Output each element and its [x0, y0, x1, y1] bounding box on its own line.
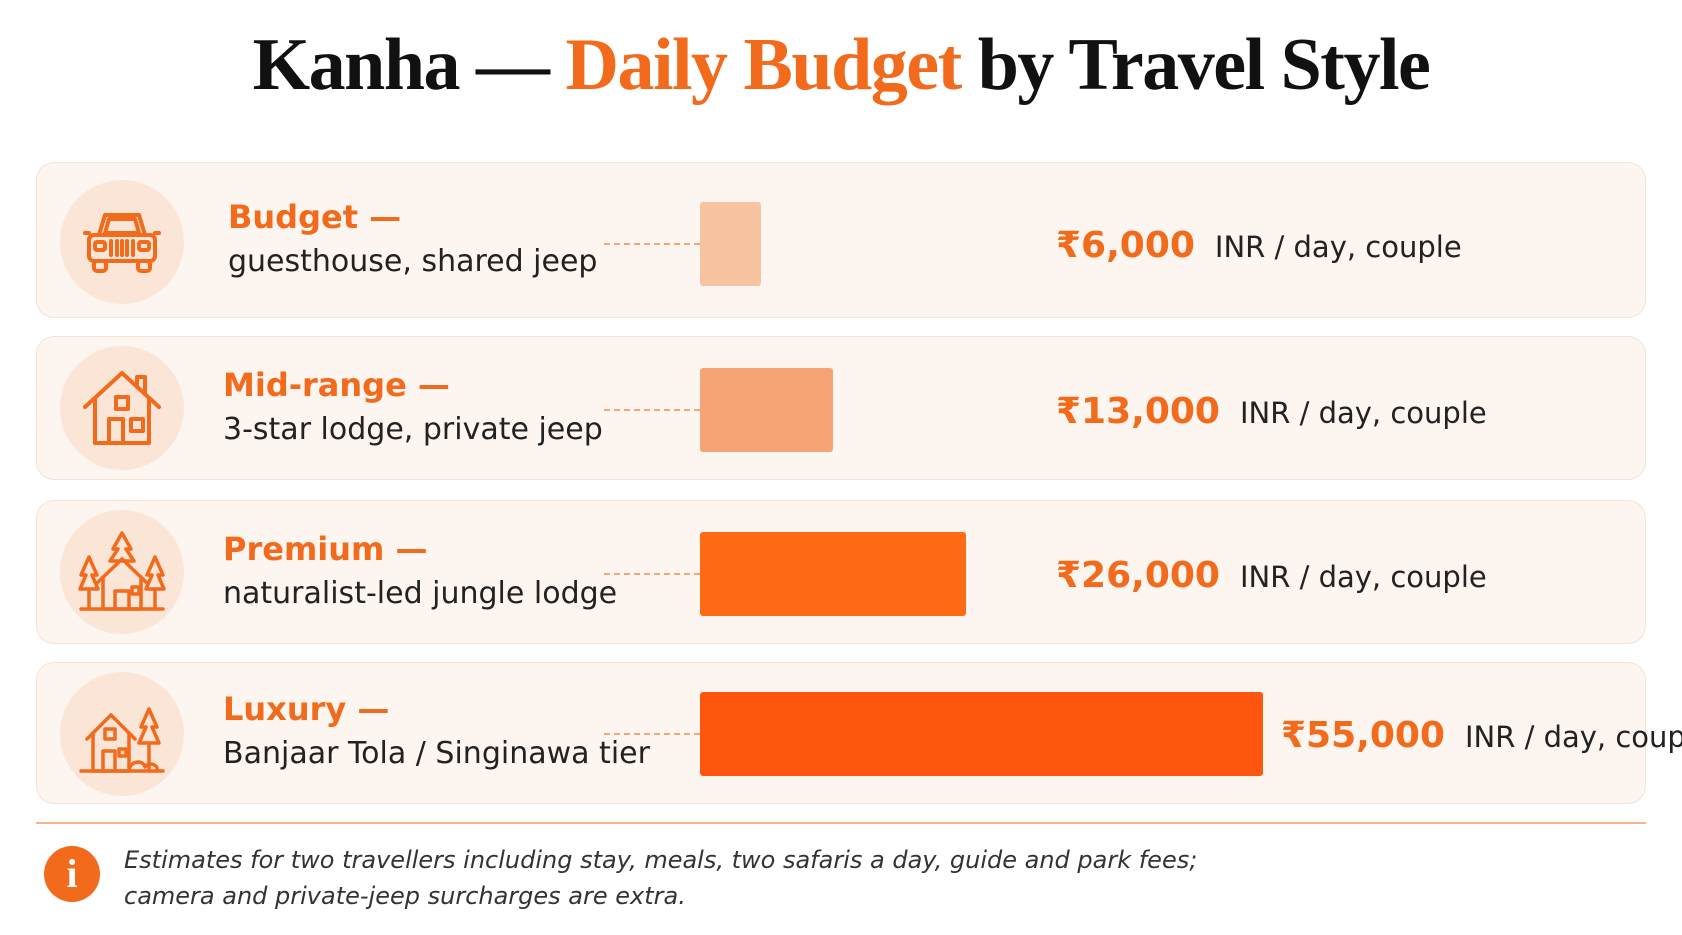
tier-name: Premium —	[223, 530, 428, 568]
footnote-line-1: Estimates for two travellers including s…	[124, 846, 1198, 874]
jeep-icon	[60, 180, 184, 304]
luxury-label: Luxury — Banjaar Tola / Singinawa tier	[223, 688, 650, 778]
unit-label: INR / day, couple	[1239, 396, 1487, 430]
title-suffix: by Travel Style	[960, 24, 1431, 106]
premium-bar	[700, 532, 966, 616]
leader-line	[604, 573, 700, 575]
budget-bar	[700, 202, 761, 286]
footnote-divider	[36, 822, 1646, 824]
value-label: ₹6,000	[1056, 225, 1195, 266]
budget-row	[36, 162, 1646, 318]
unit-label: INR / day, couple	[1464, 720, 1682, 754]
value-label: ₹13,000	[1056, 391, 1220, 432]
title-prefix: Kanha —	[252, 24, 566, 106]
premium-label: Premium — naturalist-led jungle lodge	[223, 528, 617, 618]
mid-range-row	[36, 336, 1646, 480]
page-title: Kanha — Daily Budget by Travel Style	[0, 20, 1682, 110]
tier-description: naturalist-led jungle lodge	[223, 576, 618, 611]
title-accent: Daily Budget	[565, 24, 963, 106]
luxury-value: ₹55,000 INR / day, couple	[1281, 714, 1682, 764]
luxury-lodge-icon	[60, 672, 184, 796]
leader-line	[604, 733, 700, 735]
info-icon: i	[44, 846, 100, 902]
luxury-bar	[700, 692, 1263, 776]
tier-name: Budget —	[228, 198, 402, 236]
footnote-line-2: camera and private-jeep surcharges are e…	[124, 882, 686, 910]
jungle-lodge-icon	[60, 510, 184, 634]
leader-line	[604, 243, 700, 245]
tier-name: Mid-range —	[223, 366, 450, 404]
value-label: ₹55,000	[1281, 715, 1445, 756]
leader-line	[604, 409, 700, 411]
budget-label: Budget — guesthouse, shared jeep	[228, 196, 597, 286]
tier-description: Banjaar Tola / Singinawa tier	[223, 736, 650, 771]
unit-label: INR / day, couple	[1239, 560, 1487, 594]
budget-value: ₹6,000 INR / day, couple	[1056, 224, 1462, 274]
house-icon	[60, 346, 184, 470]
premium-value: ₹26,000 INR / day, couple	[1056, 554, 1487, 604]
unit-label: INR / day, couple	[1214, 230, 1462, 264]
mid-range-label: Mid-range — 3-star lodge, private jeep	[223, 364, 603, 454]
mid-range-value: ₹13,000 INR / day, couple	[1056, 390, 1487, 440]
value-label: ₹26,000	[1056, 555, 1220, 596]
footnote: Estimates for two travellers including s…	[124, 842, 1424, 914]
tier-description: guesthouse, shared jeep	[228, 244, 598, 279]
mid-range-bar	[700, 368, 833, 452]
tier-name: Luxury —	[223, 690, 390, 728]
tier-description: 3-star lodge, private jeep	[223, 412, 603, 447]
